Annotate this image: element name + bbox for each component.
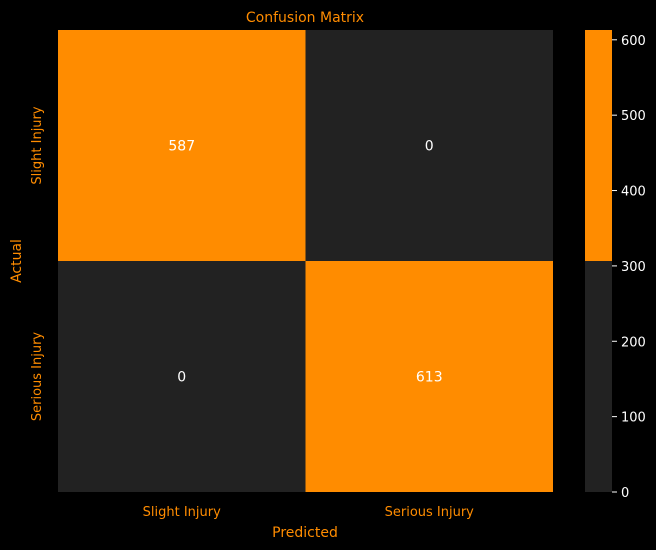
heatmap-cell-1-0 bbox=[58, 261, 306, 492]
colorbar-low-segment bbox=[585, 261, 612, 492]
x-tick-serious-injury: Serious Injury bbox=[385, 505, 475, 520]
cell-value-label-0-1: 0 bbox=[425, 139, 434, 155]
heatmap-cell-0-1 bbox=[305, 30, 553, 261]
chart-title: Confusion Matrix bbox=[246, 10, 364, 26]
colorbar-tick-label-500: 500 bbox=[621, 109, 646, 124]
colorbar: 0 100 200 300 400 500 600 bbox=[585, 30, 646, 501]
y-tick-serious-injury: Serious Injury bbox=[30, 332, 45, 422]
y-axis-label: Actual bbox=[9, 239, 25, 283]
cell-value-label-1-1: 613 bbox=[416, 370, 443, 386]
cell-value-label-1-0: 0 bbox=[177, 370, 186, 386]
heatmap-cell-0-0 bbox=[58, 30, 306, 261]
colorbar-tick-label-300: 300 bbox=[621, 260, 646, 275]
colorbar-tick-label-200: 200 bbox=[621, 335, 646, 350]
y-tick-labels: Slight Injury Serious Injury bbox=[30, 106, 45, 421]
heatmap-cells: 587 0 0 613 bbox=[58, 30, 553, 492]
x-tick-labels: Slight Injury Serious Injury bbox=[143, 505, 475, 520]
colorbar-tick-label-600: 600 bbox=[621, 34, 646, 49]
colorbar-tick-label-100: 100 bbox=[621, 411, 646, 426]
y-tick-slight-injury: Slight Injury bbox=[30, 106, 45, 184]
x-tick-slight-injury: Slight Injury bbox=[143, 505, 221, 520]
colorbar-high-segment bbox=[585, 30, 612, 261]
x-axis-label: Predicted bbox=[272, 525, 338, 541]
cell-value-label-0-0: 587 bbox=[168, 139, 195, 155]
colorbar-tick-label-0: 0 bbox=[621, 486, 629, 501]
heatmap-cell-1-1 bbox=[305, 261, 553, 492]
colorbar-tick-label-400: 400 bbox=[621, 185, 646, 200]
